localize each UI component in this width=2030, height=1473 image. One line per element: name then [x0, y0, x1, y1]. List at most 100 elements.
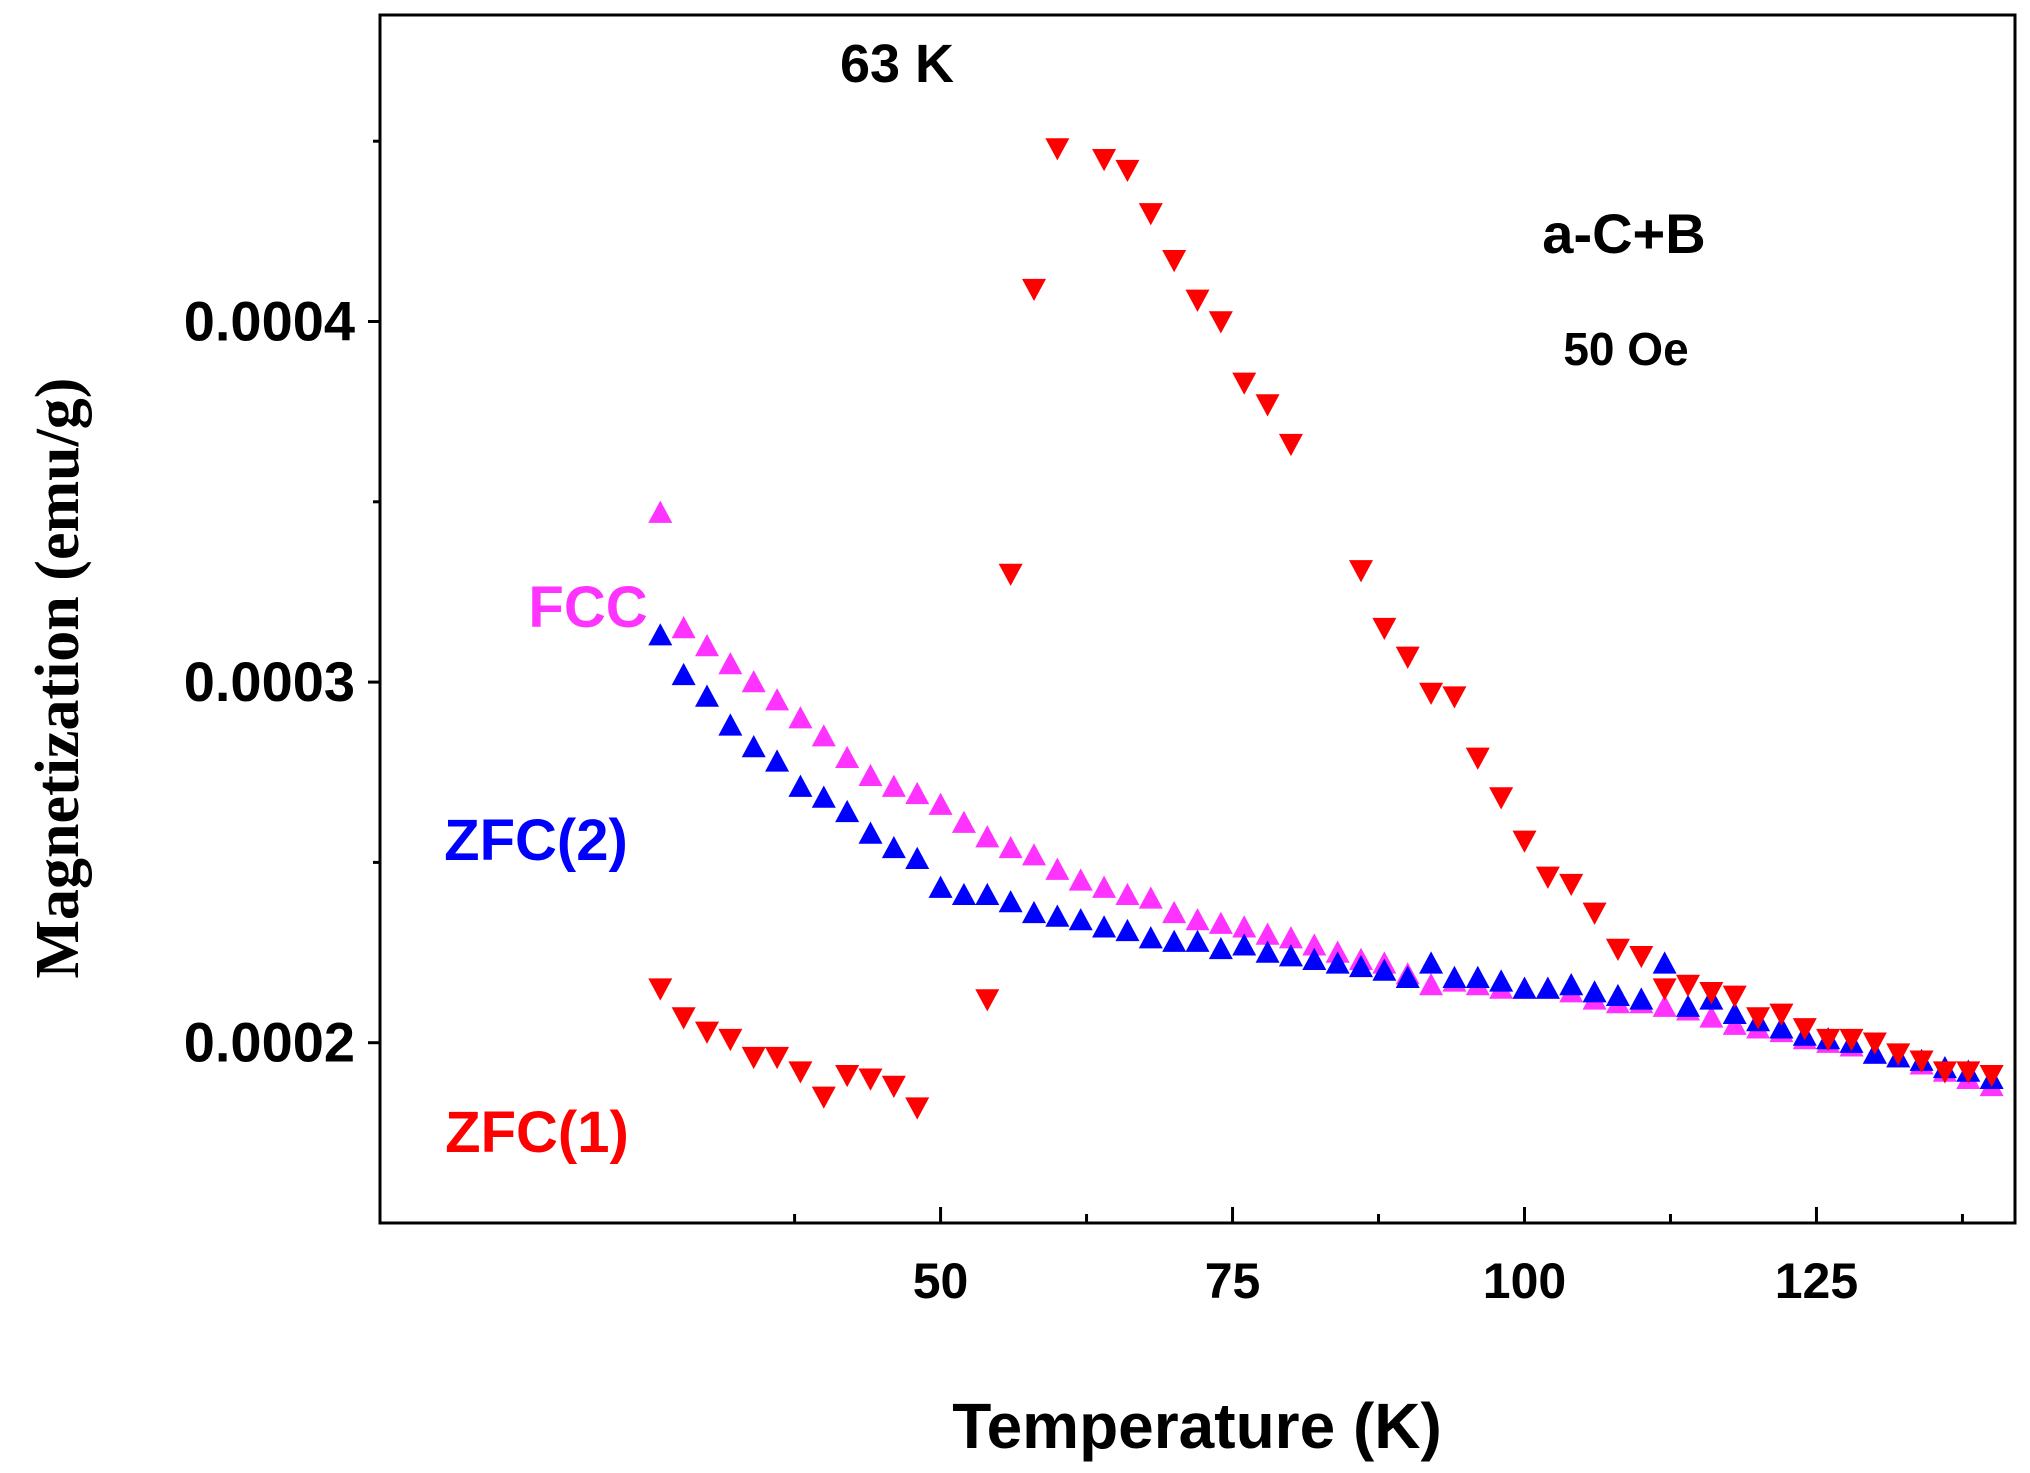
data-point — [1932, 1061, 1957, 1084]
data-point — [1419, 682, 1444, 705]
x-tick-label: 50 — [913, 1253, 969, 1309]
data-point — [1652, 951, 1677, 974]
data-point — [1629, 945, 1654, 969]
data-point — [1465, 965, 1490, 988]
data-point — [788, 1061, 813, 1084]
data-point — [1746, 1007, 1771, 1030]
data-point — [1068, 908, 1093, 931]
y-axis-label: Magnetization (emu/g) — [24, 378, 92, 979]
data-point — [1489, 787, 1514, 810]
data-point — [1208, 911, 1233, 934]
data-point — [1232, 933, 1257, 956]
series-fcc — [648, 500, 2004, 1097]
data-point — [788, 774, 813, 797]
data-point — [1605, 938, 1630, 961]
data-point — [1278, 433, 1303, 457]
data-point — [835, 745, 860, 769]
data-point — [835, 799, 860, 823]
data-point — [1535, 866, 1560, 889]
data-point — [1115, 159, 1140, 183]
data-point — [1092, 915, 1117, 938]
y-tick-label: 0.0003 — [184, 650, 355, 713]
data-point — [975, 825, 1000, 848]
legend-label-zfc2: ZFC(2) — [444, 808, 628, 873]
data-point — [1185, 289, 1210, 312]
data-point — [1255, 940, 1280, 963]
plot-frame — [378, 13, 2017, 1225]
data-point — [951, 882, 976, 906]
data-point — [881, 774, 906, 797]
data-point — [718, 652, 743, 675]
data-point — [1022, 278, 1046, 302]
data-point — [1559, 973, 1584, 996]
data-point — [858, 821, 883, 844]
data-point — [741, 670, 766, 693]
data-point — [1699, 982, 1724, 1005]
data-point — [1512, 830, 1537, 853]
data-point — [1208, 936, 1233, 960]
data-point — [1045, 138, 1070, 161]
data-point — [1465, 747, 1490, 770]
data-point — [1302, 933, 1327, 956]
data-point — [1278, 944, 1303, 967]
data-point — [1395, 646, 1420, 669]
data-point — [1886, 1043, 1911, 1066]
x-tick-label: 100 — [1483, 1253, 1566, 1309]
y-tick-label: 0.0004 — [184, 290, 355, 353]
data-point — [765, 749, 790, 772]
data-point — [1302, 947, 1327, 970]
annotation-peak: 63 K — [840, 34, 954, 94]
data-point — [788, 706, 813, 729]
data-point — [1092, 149, 1117, 172]
data-point — [998, 890, 1023, 913]
data-point — [1092, 875, 1117, 898]
data-point — [695, 634, 719, 657]
legend-label-fcc: FCC — [528, 575, 647, 640]
data-point — [1676, 994, 1700, 1017]
x-axis-label: Temperature (K) — [952, 1390, 1442, 1462]
data-point — [1232, 915, 1257, 938]
data-point — [1255, 922, 1280, 945]
data-point — [881, 835, 906, 859]
data-point — [1115, 882, 1140, 906]
data-point — [975, 882, 1000, 906]
data-point — [1208, 311, 1233, 334]
data-point — [741, 735, 766, 758]
data-point — [951, 810, 976, 833]
data-point — [1512, 976, 1537, 999]
data-point — [1629, 987, 1654, 1010]
data-point — [1535, 976, 1560, 999]
data-point — [1699, 1005, 1724, 1028]
data-point — [858, 1068, 883, 1091]
data-point — [671, 1007, 696, 1030]
data-point — [1138, 203, 1163, 226]
data-point — [671, 616, 696, 639]
data-point — [1022, 843, 1046, 866]
data-point — [1816, 1028, 1841, 1052]
data-point — [1045, 857, 1070, 880]
data-point — [1138, 886, 1163, 909]
data-point — [1442, 686, 1467, 709]
data-point — [928, 792, 953, 815]
axis-ticks: 50 75 100 125 0.0002 0.0003 0.0004 — [184, 139, 1964, 1309]
data-point — [1909, 1050, 1934, 1073]
data-point — [1419, 973, 1444, 996]
data-point — [695, 684, 719, 707]
data-point — [648, 978, 673, 1001]
data-points — [648, 138, 2004, 1120]
data-point — [1068, 868, 1093, 891]
data-point — [905, 1097, 930, 1120]
data-point — [1185, 908, 1210, 931]
data-point — [1419, 951, 1444, 974]
data-point — [1676, 974, 1700, 998]
data-point — [1162, 900, 1187, 924]
annotation-sample: a-C+B — [1542, 202, 1705, 265]
data-point — [998, 835, 1023, 859]
data-point — [1278, 926, 1303, 949]
data-point — [1349, 560, 1373, 583]
data-point — [1138, 926, 1163, 949]
data-point — [811, 724, 836, 747]
data-point — [1652, 978, 1677, 1001]
data-point — [1605, 983, 1630, 1007]
data-point — [1232, 372, 1257, 395]
